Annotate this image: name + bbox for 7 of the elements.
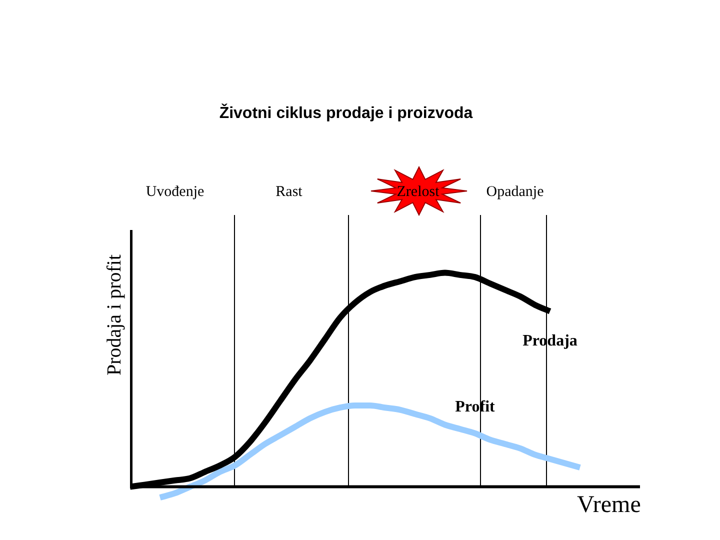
chart-title: Životni ciklus prodaje i proizvoda [219, 105, 473, 123]
text: Opadanje [486, 184, 544, 201]
x-axis-title: Vreme [577, 492, 641, 519]
text: Rast [276, 184, 302, 201]
text: Zrelost [396, 184, 440, 201]
y-axis-title: Prodaja i profit [104, 254, 126, 376]
text: Uvođenje [146, 184, 204, 201]
